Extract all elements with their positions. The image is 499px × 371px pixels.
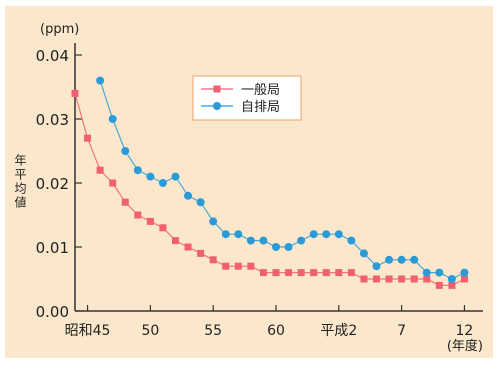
x-tick-label: 7 xyxy=(397,323,406,339)
data-point-circle xyxy=(221,230,230,239)
x-tick-label: 55 xyxy=(204,323,222,339)
data-point-square xyxy=(460,275,468,283)
data-point-square xyxy=(322,269,330,277)
legend-label: 一般局 xyxy=(241,82,280,98)
data-point-square xyxy=(172,237,179,245)
data-point-circle xyxy=(196,198,205,207)
data-point-circle xyxy=(184,191,193,200)
data-point-square xyxy=(134,211,142,219)
y-tick-label: 0.01 xyxy=(36,239,69,257)
data-point-square xyxy=(121,198,129,206)
data-point-square xyxy=(423,275,431,283)
y-tick-label: 0.02 xyxy=(36,175,69,193)
data-point-square xyxy=(222,262,230,270)
data-point-square xyxy=(398,275,406,283)
data-point-circle xyxy=(297,236,306,245)
legend-marker-square xyxy=(213,85,221,93)
data-point-circle xyxy=(234,230,243,239)
x-tick-label: 平成2 xyxy=(320,323,357,339)
data-point-square xyxy=(247,262,255,270)
data-point-square xyxy=(285,269,293,277)
data-point-circle xyxy=(460,268,469,277)
data-point-square xyxy=(71,89,79,97)
data-point-square xyxy=(410,275,418,283)
x-axis-label: (年度) xyxy=(447,338,483,354)
data-point-square xyxy=(159,224,167,232)
data-point-square xyxy=(373,275,380,283)
data-point-circle xyxy=(410,255,419,264)
data-point-square xyxy=(209,256,217,264)
y-unit-label: (ppm) xyxy=(40,22,79,37)
data-point-square xyxy=(310,269,318,277)
data-point-square xyxy=(385,275,393,283)
data-point-circle xyxy=(422,268,431,277)
legend-label: 自排局 xyxy=(241,100,280,115)
data-point-circle xyxy=(272,243,280,251)
x-tick-label: 60 xyxy=(267,323,285,339)
y-tick-label: 0.03 xyxy=(36,111,69,129)
data-point-square xyxy=(435,281,443,289)
data-point-circle xyxy=(108,115,117,123)
data-point-square xyxy=(197,249,205,257)
data-point-circle xyxy=(209,217,218,226)
data-point-circle xyxy=(334,230,343,239)
data-point-circle xyxy=(397,255,406,264)
data-point-circle xyxy=(96,76,105,85)
data-point-circle xyxy=(435,268,444,277)
data-point-square xyxy=(184,243,192,251)
data-point-square xyxy=(234,262,242,270)
data-point-square xyxy=(259,269,267,277)
data-point-circle xyxy=(347,236,356,245)
data-point-circle xyxy=(158,179,167,187)
data-point-square xyxy=(448,281,456,289)
x-tick-label: 50 xyxy=(141,323,159,339)
data-point-square xyxy=(272,269,280,277)
data-point-circle xyxy=(322,230,331,239)
pollution-trend-chart: (ppm) 年平均値 0.00 0.01 0.02 0.03 0.04 昭和45 50 55 60 平… xyxy=(13,22,483,354)
data-point-square xyxy=(347,269,355,277)
data-point-circle xyxy=(359,249,368,258)
data-point-circle xyxy=(385,255,394,264)
chart-container: (ppm) 年平均値 0.00 0.01 0.02 0.03 0.04 昭和45 50 55 60 平… xyxy=(5,6,493,358)
data-point-circle xyxy=(246,236,255,245)
series-line-0 xyxy=(74,93,465,286)
data-point-circle xyxy=(171,172,180,181)
y-axis-label: 年平均値 xyxy=(13,154,27,210)
data-point-square xyxy=(109,179,117,187)
data-point-circle xyxy=(133,166,142,175)
data-point-square xyxy=(84,134,92,142)
data-point-square xyxy=(146,217,154,225)
data-point-square xyxy=(297,269,305,277)
y-tick-label: 0.00 xyxy=(36,303,69,321)
data-point-circle xyxy=(259,236,268,245)
x-tick-label: 昭和45 xyxy=(65,323,111,339)
data-point-circle xyxy=(309,230,318,239)
data-point-square xyxy=(360,275,368,283)
y-tick-label: 0.04 xyxy=(36,47,69,65)
data-point-square xyxy=(335,269,343,277)
data-point-circle xyxy=(447,275,456,283)
x-tick-label: 12 xyxy=(456,323,474,339)
data-point-circle xyxy=(372,262,381,271)
legend-marker-circle xyxy=(213,102,221,110)
data-point-circle xyxy=(146,172,155,181)
data-point-square xyxy=(96,166,104,174)
data-point-circle xyxy=(284,243,293,251)
legend-box xyxy=(192,75,302,121)
data-point-circle xyxy=(121,147,130,155)
